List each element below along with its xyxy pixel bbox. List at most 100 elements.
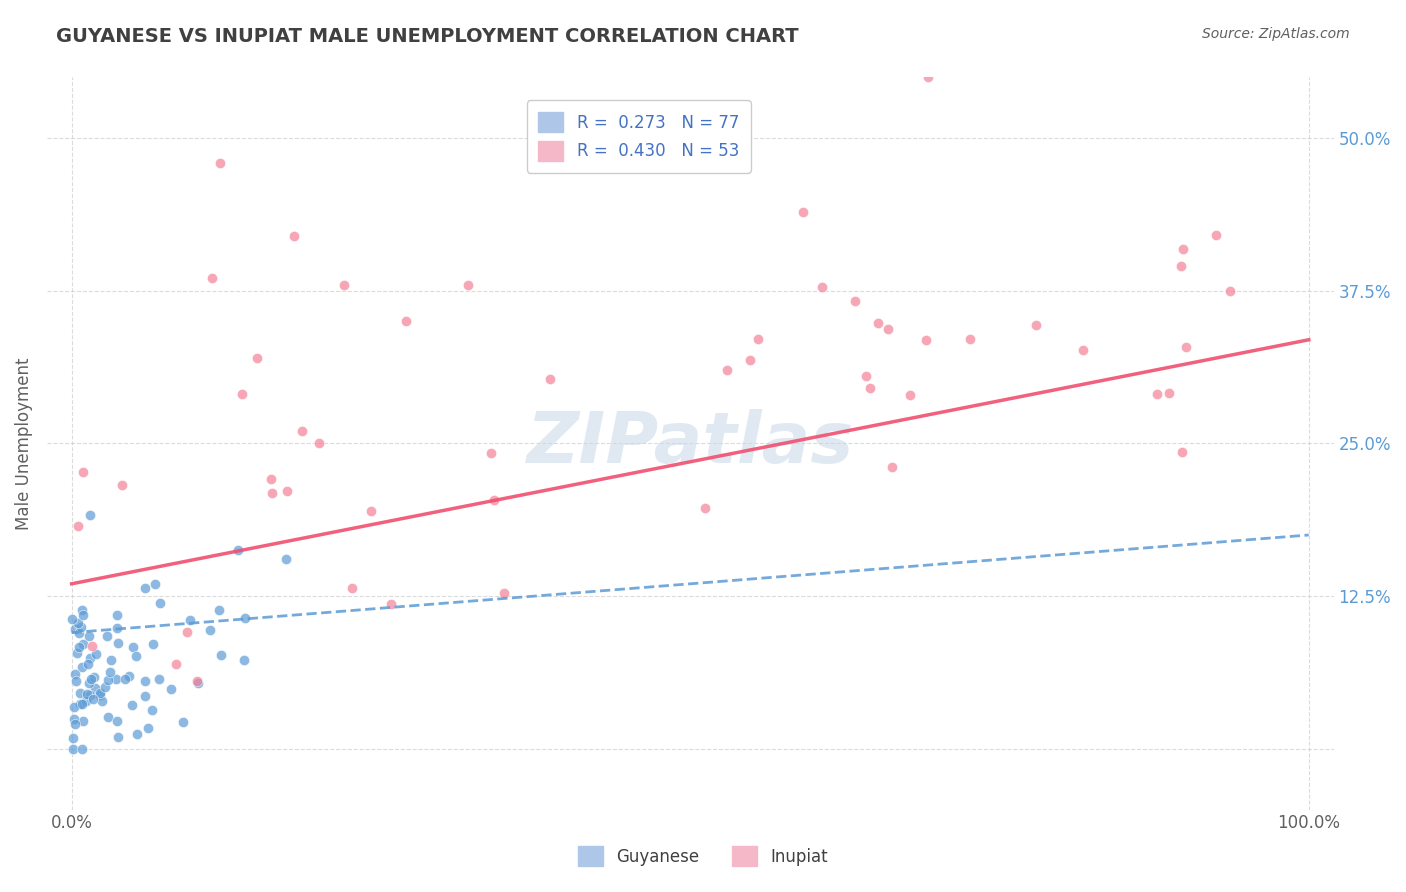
Point bbox=[360, 504, 382, 518]
Point bbox=[143, 577, 166, 591]
Point bbox=[479, 446, 502, 460]
Point bbox=[141, 703, 163, 717]
Point bbox=[121, 698, 143, 712]
Point bbox=[209, 156, 232, 170]
Point bbox=[209, 648, 232, 662]
Point bbox=[105, 621, 128, 635]
Point bbox=[134, 689, 156, 703]
Point bbox=[274, 552, 297, 566]
Point bbox=[105, 607, 128, 622]
Point bbox=[82, 691, 104, 706]
Y-axis label: Male Unemployment: Male Unemployment bbox=[15, 357, 32, 530]
Point bbox=[72, 637, 94, 651]
Point bbox=[82, 639, 104, 653]
Point bbox=[200, 623, 222, 637]
Point bbox=[176, 624, 198, 639]
Point bbox=[716, 363, 738, 377]
Point bbox=[1025, 318, 1047, 332]
Point bbox=[63, 700, 86, 714]
Point bbox=[231, 387, 253, 401]
Point bbox=[283, 229, 305, 244]
Point bbox=[62, 741, 84, 756]
Point bbox=[89, 688, 111, 702]
Point bbox=[70, 741, 93, 756]
Point bbox=[201, 270, 224, 285]
Point bbox=[96, 629, 118, 643]
Point bbox=[65, 716, 87, 731]
Point bbox=[395, 314, 418, 328]
Point bbox=[1173, 242, 1195, 256]
Point bbox=[70, 620, 93, 634]
Point bbox=[160, 682, 183, 697]
Point bbox=[66, 646, 89, 660]
Point bbox=[97, 710, 120, 724]
Point bbox=[136, 722, 159, 736]
Point bbox=[172, 715, 194, 730]
Point bbox=[77, 676, 100, 690]
Point bbox=[246, 351, 269, 365]
Point bbox=[121, 640, 143, 655]
Point bbox=[67, 640, 90, 654]
Point bbox=[79, 508, 101, 523]
Point bbox=[72, 465, 94, 479]
Point bbox=[77, 629, 100, 643]
Point bbox=[844, 293, 866, 308]
Point bbox=[380, 597, 402, 611]
Point bbox=[259, 471, 281, 485]
Point bbox=[959, 332, 981, 346]
Point bbox=[69, 697, 91, 711]
Point bbox=[747, 332, 769, 346]
Point bbox=[69, 686, 91, 700]
Point bbox=[898, 388, 921, 402]
Point bbox=[77, 657, 100, 671]
Point bbox=[67, 615, 90, 630]
Point bbox=[118, 669, 141, 683]
Point bbox=[179, 614, 201, 628]
Point bbox=[233, 653, 256, 667]
Point bbox=[1219, 284, 1241, 298]
Point bbox=[114, 672, 136, 686]
Point bbox=[859, 381, 882, 395]
Point bbox=[228, 543, 250, 558]
Point bbox=[72, 714, 94, 729]
Point bbox=[855, 369, 877, 384]
Point bbox=[63, 622, 86, 636]
Legend: Guyanese, Inupiat: Guyanese, Inupiat bbox=[569, 838, 837, 875]
Point bbox=[1170, 260, 1192, 274]
Point bbox=[80, 672, 103, 686]
Point bbox=[79, 650, 101, 665]
Point bbox=[333, 277, 356, 292]
Point bbox=[792, 205, 814, 219]
Point bbox=[90, 694, 112, 708]
Point bbox=[105, 714, 128, 728]
Point bbox=[111, 478, 134, 492]
Point bbox=[66, 519, 89, 533]
Point bbox=[148, 672, 170, 686]
Point bbox=[492, 586, 515, 600]
Point bbox=[100, 653, 122, 667]
Point bbox=[695, 501, 717, 516]
Point bbox=[72, 608, 94, 623]
Point bbox=[62, 731, 84, 745]
Point bbox=[915, 333, 938, 347]
Text: GUYANESE VS INUPIAT MALE UNEMPLOYMENT CORRELATION CHART: GUYANESE VS INUPIAT MALE UNEMPLOYMENT CO… bbox=[56, 27, 799, 45]
Point bbox=[811, 280, 834, 294]
Point bbox=[1157, 386, 1180, 401]
Point bbox=[308, 436, 330, 450]
Point bbox=[538, 372, 561, 386]
Point bbox=[84, 647, 107, 661]
Point bbox=[340, 581, 363, 595]
Point bbox=[67, 626, 90, 640]
Point bbox=[134, 673, 156, 688]
Point bbox=[165, 657, 187, 671]
Point bbox=[83, 670, 105, 684]
Point bbox=[142, 637, 165, 651]
Point bbox=[233, 611, 256, 625]
Point bbox=[83, 681, 105, 695]
Point bbox=[457, 277, 479, 292]
Point bbox=[149, 596, 172, 610]
Point bbox=[105, 672, 128, 686]
Point bbox=[107, 730, 129, 744]
Point bbox=[917, 70, 939, 85]
Point bbox=[134, 581, 156, 595]
